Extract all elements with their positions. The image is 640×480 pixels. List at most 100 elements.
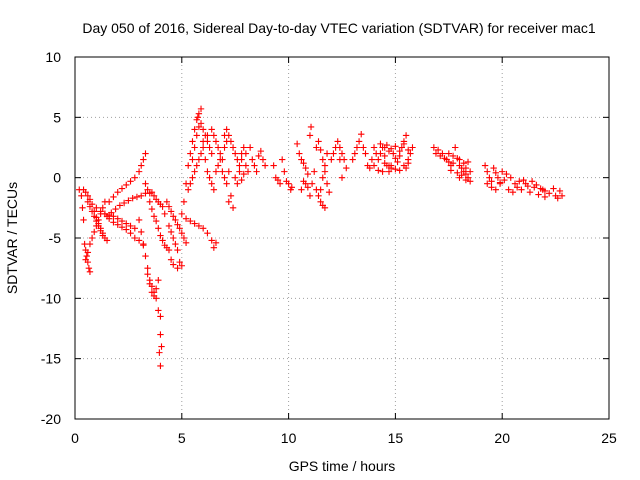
data-point <box>321 204 329 212</box>
data-point <box>466 168 474 175</box>
data-point <box>197 120 205 127</box>
data-point <box>338 150 346 157</box>
data-point <box>385 168 393 175</box>
data-point <box>236 162 243 169</box>
data-point <box>398 144 406 151</box>
data-point <box>307 123 315 131</box>
data-point <box>142 252 149 260</box>
x-axis-label: GPS time / hours <box>289 458 396 474</box>
data-point <box>409 144 416 151</box>
data-point <box>229 204 237 212</box>
data-point <box>84 198 92 205</box>
data-point <box>95 222 102 230</box>
data-point <box>118 223 126 231</box>
data-point <box>212 239 220 247</box>
data-point <box>167 228 175 236</box>
data-point <box>148 289 156 296</box>
data-point <box>161 210 168 218</box>
data-point <box>278 156 286 163</box>
data-point <box>155 225 162 232</box>
data-point <box>93 217 100 225</box>
data-point <box>261 162 269 169</box>
data-point <box>193 162 200 169</box>
data-point <box>541 187 549 195</box>
data-point <box>197 150 205 157</box>
data-point <box>306 132 314 139</box>
data-point <box>80 216 87 224</box>
data-point <box>157 232 164 239</box>
data-point <box>315 192 322 199</box>
data-point <box>381 152 388 160</box>
data-point <box>349 156 356 163</box>
data-point <box>210 244 218 251</box>
data-point <box>148 188 156 196</box>
data-point <box>105 198 113 205</box>
data-point <box>167 256 175 263</box>
data-point <box>199 138 207 145</box>
data-point <box>351 150 359 157</box>
y-tick-label: -15 <box>41 351 61 367</box>
data-point <box>217 150 224 157</box>
data-point <box>481 162 489 169</box>
data-point <box>298 156 305 163</box>
data-point <box>157 331 164 338</box>
data-point <box>462 164 470 172</box>
data-point <box>131 234 139 242</box>
data-point <box>535 191 542 198</box>
data-point <box>522 180 529 187</box>
data-point <box>445 150 452 157</box>
data-point <box>178 262 185 269</box>
data-point <box>466 178 474 185</box>
data-point <box>308 180 316 187</box>
data-point <box>227 138 235 145</box>
data-point <box>501 176 508 184</box>
data-point <box>212 168 220 175</box>
data-point <box>317 186 324 193</box>
data-point <box>232 150 239 157</box>
data-point <box>157 362 164 370</box>
data-point <box>86 268 94 275</box>
data-point <box>288 184 296 191</box>
data-point <box>142 150 149 157</box>
data-point <box>140 156 147 163</box>
data-point <box>116 202 124 209</box>
data-point <box>486 174 493 181</box>
data-point <box>541 193 549 201</box>
data-point <box>302 164 309 172</box>
data-point <box>554 194 561 202</box>
data-point <box>170 261 177 268</box>
data-point <box>191 220 198 227</box>
data-point <box>509 188 517 196</box>
data-point <box>242 150 250 157</box>
data-point <box>129 194 136 202</box>
data-point <box>513 184 521 191</box>
data-point <box>135 216 143 224</box>
data-point <box>159 237 166 244</box>
data-point <box>366 164 373 172</box>
data-point <box>368 156 376 163</box>
data-point <box>240 170 247 178</box>
data-point <box>400 162 408 169</box>
x-tick-label: 25 <box>601 430 617 446</box>
data-point <box>185 162 192 169</box>
data-point <box>240 144 247 151</box>
data-point <box>336 144 344 151</box>
data-point <box>97 227 104 234</box>
data-point <box>158 343 165 350</box>
data-point <box>456 156 463 163</box>
data-point <box>83 252 90 260</box>
data-point <box>204 229 211 237</box>
data-point <box>163 198 171 205</box>
data-point <box>330 150 337 157</box>
data-point <box>360 144 367 151</box>
data-point <box>238 156 245 163</box>
data-point <box>206 144 213 151</box>
chart-title: Day 050 of 2016, Sidereal Day-to-day VTE… <box>82 20 595 36</box>
data-point <box>251 162 258 169</box>
x-tick-label: 0 <box>71 430 79 446</box>
data-point <box>91 228 98 236</box>
data-point <box>187 150 194 157</box>
data-point <box>208 126 215 133</box>
data-point <box>189 156 196 163</box>
data-point <box>392 143 399 150</box>
